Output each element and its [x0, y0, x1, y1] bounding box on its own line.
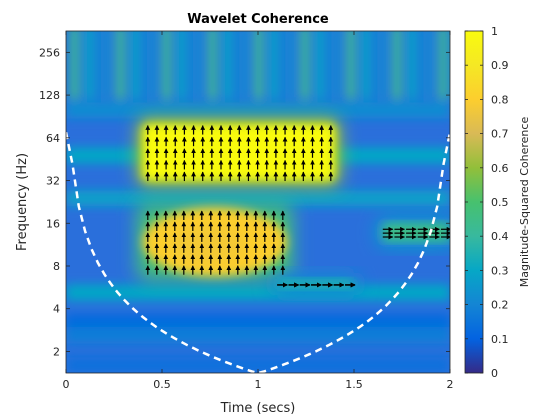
texture-streak — [300, 31, 310, 100]
phase-arrows — [145, 125, 450, 288]
texture-streak — [330, 31, 340, 100]
colorbar-tick-label: 0.3 — [491, 264, 509, 277]
y-tick-label: 64 — [46, 132, 60, 145]
texture-streak — [423, 31, 433, 100]
y-tick-label: 16 — [46, 217, 60, 230]
texture-streak — [407, 31, 417, 100]
y-axis: 2 4 8 16 32 64 128 256 — [39, 46, 450, 358]
y-tick-label: 32 — [46, 175, 60, 188]
colorbar-tick-label: 0.2 — [491, 299, 509, 312]
texture-streak — [269, 31, 279, 100]
region-core — [277, 278, 354, 290]
texture-streak — [115, 31, 125, 100]
plot-area — [66, 26, 463, 373]
cone-of-influence — [66, 132, 450, 373]
texture-streak — [284, 31, 294, 100]
coherence-region — [136, 203, 293, 281]
colorbar-label: Magnitude-Squared Coherence — [518, 117, 531, 288]
texture-streak — [315, 31, 325, 100]
colorbar-tick-label: 0.7 — [491, 128, 509, 141]
x-tick-label: 2 — [447, 378, 454, 391]
colorbar-tick-label: 0.6 — [491, 162, 509, 175]
texture-streak — [254, 31, 264, 100]
colorbar-tick-label: 0.8 — [491, 93, 509, 106]
texture-streak — [361, 31, 371, 100]
texture-band — [66, 284, 450, 301]
texture-streak — [131, 31, 141, 100]
texture-streak — [392, 31, 402, 100]
y-tick-label: 4 — [53, 303, 60, 316]
region-core-inner — [171, 225, 244, 265]
texture-band — [66, 102, 450, 119]
coherence-region — [376, 217, 450, 247]
y-tick-label: 128 — [39, 89, 60, 102]
colorbar-ticks: 0 0.1 0.2 0.3 0.4 0.5 0.6 0.7 0.8 0.9 1 — [465, 25, 509, 380]
texture-streak — [100, 31, 110, 100]
texture-streak — [85, 31, 95, 100]
colorbar-tick-label: 1 — [491, 25, 498, 38]
texture-streak — [438, 31, 448, 100]
y-tick-label: 256 — [39, 46, 60, 59]
colorbar-tick-label: 0 — [491, 367, 498, 380]
colorbar-tick-label: 0.9 — [491, 59, 509, 72]
region-core — [382, 223, 450, 242]
texture-streak — [454, 26, 463, 99]
texture-streak — [223, 31, 233, 100]
texture-streak — [377, 31, 387, 100]
texture-streak — [146, 31, 156, 100]
y-tick-label: 8 — [53, 260, 60, 273]
texture-streak — [69, 31, 79, 100]
chart-title: Wavelet Coherence — [187, 12, 329, 27]
colorbar-tick-label: 0.4 — [491, 230, 509, 243]
colorbar-tick-label: 0.5 — [491, 196, 509, 209]
x-tick-label: 0 — [63, 378, 70, 391]
colorbar-tick-label: 0.1 — [491, 333, 509, 346]
texture-streak — [208, 31, 218, 100]
x-axis: 0 0.5 1 1.5 2 — [63, 31, 454, 391]
texture-streak — [346, 31, 356, 100]
y-axis-label: Frequency (Hz) — [15, 153, 30, 251]
texture-streak — [162, 31, 171, 100]
x-tick-label: 0.5 — [153, 378, 171, 391]
coherence-region — [271, 272, 360, 296]
x-tick-label: 1 — [255, 378, 262, 391]
texture-streak — [192, 31, 202, 100]
texture-streak — [238, 31, 248, 100]
colorbar: 0 0.1 0.2 0.3 0.4 0.5 0.6 0.7 0.8 0.9 1 Magnitude-… — [464, 25, 531, 380]
x-axis-label: Time (secs) — [220, 401, 296, 416]
texture-band — [66, 327, 450, 344]
y-tick-label: 2 — [53, 345, 60, 358]
texture-band — [66, 190, 450, 207]
x-tick-label: 1.5 — [345, 378, 363, 391]
texture-band — [66, 314, 450, 331]
texture-streak — [177, 31, 187, 100]
